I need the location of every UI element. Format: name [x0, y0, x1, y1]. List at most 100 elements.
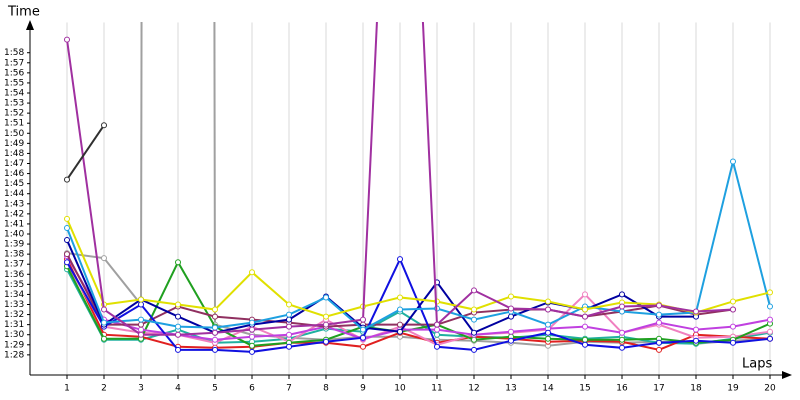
- point: [286, 301, 292, 308]
- x-tick-label: 20: [764, 384, 776, 394]
- y-tick-label: 1:53: [4, 99, 24, 109]
- point: [397, 321, 403, 328]
- point: [212, 329, 218, 336]
- point: [434, 321, 440, 328]
- point: [545, 298, 551, 305]
- point: [656, 346, 662, 353]
- x-tick-label: 19: [727, 384, 739, 394]
- y-tick-label: 1:44: [4, 189, 24, 199]
- point: [286, 323, 292, 330]
- point: [508, 313, 514, 320]
- point: [619, 291, 625, 298]
- y-tick-label: 1:56: [4, 68, 24, 78]
- series-line: [66, 260, 771, 347]
- point: [101, 319, 107, 326]
- y-tick-label: 1:51: [4, 119, 24, 129]
- y-tick-label: 1:45: [4, 179, 24, 189]
- y-tick-label: 1:52: [4, 109, 24, 119]
- series-line: [66, 255, 771, 341]
- point: [397, 306, 403, 313]
- point: [508, 293, 514, 300]
- point: [175, 313, 181, 320]
- x-tick-label: 10: [394, 384, 406, 394]
- point: [175, 259, 181, 266]
- point: [138, 301, 144, 308]
- y-tick-label: 1:28: [4, 350, 24, 360]
- point: [212, 346, 218, 353]
- point: [656, 339, 662, 346]
- y-tick-label: 1:57: [4, 58, 24, 68]
- point: [434, 343, 440, 350]
- point: [175, 346, 181, 353]
- point: [286, 343, 292, 350]
- x-tick-label: 7: [286, 384, 292, 394]
- point: [767, 303, 773, 310]
- point: [323, 321, 329, 328]
- x-tick-label: 1: [64, 384, 70, 394]
- y-axis-label: Time: [7, 5, 40, 20]
- point: [138, 296, 144, 303]
- series-line: [66, 124, 105, 181]
- series-line: [66, 161, 771, 331]
- point: [656, 302, 662, 309]
- point: [730, 339, 736, 346]
- x-tick-label: 2: [101, 384, 107, 394]
- point: [360, 343, 366, 350]
- series-line: [66, 258, 771, 351]
- point: [175, 301, 181, 308]
- y-tick-label: 1:50: [4, 129, 24, 139]
- point: [508, 328, 514, 335]
- y-tick-label: 1:40: [4, 230, 24, 240]
- point: [175, 331, 181, 338]
- y-axis-arrow: [26, 20, 34, 30]
- y-tick-label: 1:37: [4, 260, 24, 270]
- y-tick-label: 1:41: [4, 219, 24, 229]
- point: [397, 294, 403, 301]
- point: [656, 311, 662, 318]
- x-tick-label: 5: [212, 384, 218, 394]
- point: [249, 269, 255, 276]
- x-axis-label: Laps: [742, 357, 772, 372]
- y-tick-label: 1:35: [4, 280, 24, 290]
- point: [397, 328, 403, 335]
- y-tick-label: 1:54: [4, 89, 24, 99]
- point: [471, 316, 477, 323]
- point: [286, 311, 292, 318]
- point: [138, 326, 144, 333]
- point: [619, 344, 625, 351]
- point: [360, 316, 366, 323]
- x-tick-label: 12: [468, 384, 479, 394]
- point: [101, 255, 107, 262]
- x-tick-label: 4: [175, 384, 181, 394]
- x-tick-label: 16: [616, 384, 628, 394]
- point: [471, 329, 477, 336]
- x-tick-label: 17: [653, 384, 664, 394]
- point: [323, 294, 329, 301]
- point: [582, 313, 588, 320]
- point: [471, 346, 477, 353]
- point: [471, 287, 477, 294]
- point: [323, 313, 329, 320]
- point: [582, 291, 588, 298]
- point: [619, 303, 625, 310]
- y-tick-label: 1:55: [4, 78, 24, 88]
- x-tick-label: 9: [360, 384, 366, 394]
- series-line: [66, 268, 771, 345]
- x-tick-label: 3: [138, 384, 144, 394]
- y-tick-label: 1:48: [4, 149, 24, 159]
- point: [101, 306, 107, 313]
- point: [64, 251, 70, 258]
- y-tick-label: 1:43: [4, 199, 24, 209]
- y-tick-label: 1:30: [4, 330, 24, 340]
- y-tick-label: 1:39: [4, 240, 24, 250]
- point: [64, 176, 70, 183]
- x-tick-label: 11: [431, 384, 442, 394]
- point: [249, 342, 255, 349]
- x-tick-label: 15: [579, 384, 590, 394]
- point: [249, 333, 255, 340]
- point: [545, 321, 551, 328]
- point: [508, 337, 514, 344]
- point: [212, 336, 218, 343]
- point: [619, 308, 625, 315]
